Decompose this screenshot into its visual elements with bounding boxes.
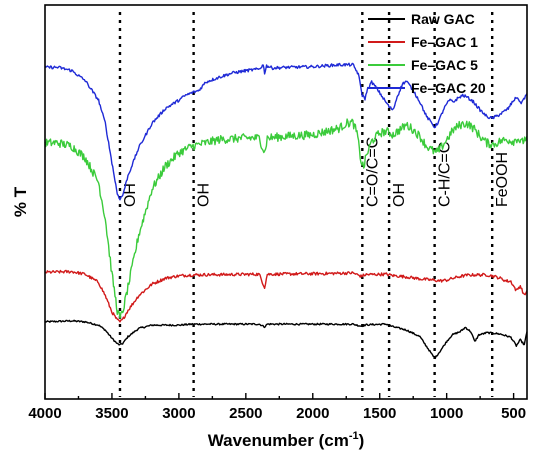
reference-label: C=O/C=C <box>364 137 381 207</box>
x-axis-title: Wavenumber (cm-1) <box>208 430 365 450</box>
legend: Raw GAC Fe–GAC 1 Fe–GAC 5 Fe–GAC 20 <box>368 11 486 96</box>
x-tick-label: 3500 <box>95 405 128 422</box>
legend-label: Fe–GAC 5 <box>411 57 478 73</box>
x-tick-label: 4000 <box>28 405 61 422</box>
reference-label: OH <box>122 183 139 207</box>
x-tick-label: 2500 <box>229 405 262 422</box>
x-tick-label: 500 <box>501 405 526 422</box>
reference-label: OH <box>391 183 408 207</box>
reference-lines: OH OH C=O/C=C OH C-H/C=C FeOOH <box>118 12 511 397</box>
legend-label: Fe–GAC 1 <box>411 34 478 50</box>
legend-label: Raw GAC <box>411 11 475 27</box>
x-tick-label: 2000 <box>296 405 329 422</box>
reference-label: C-H/C=C <box>437 142 454 207</box>
plot-frame <box>44 4 528 400</box>
series-line <box>44 118 528 319</box>
x-axis-ticks: 4000 3500 3000 2500 2000 1500 1000 500 <box>28 393 526 422</box>
series-layer <box>44 62 528 360</box>
reference-label: FeOOH <box>494 152 511 207</box>
reference-label: OH <box>196 183 213 207</box>
series-line <box>44 62 528 201</box>
legend-label: Fe–GAC 20 <box>411 80 486 96</box>
y-axis-title: % T <box>11 186 30 217</box>
series-line <box>44 269 528 323</box>
series-line <box>44 319 528 360</box>
x-tick-label: 3000 <box>162 405 195 422</box>
x-tick-label: 1000 <box>430 405 463 422</box>
x-tick-label: 1500 <box>363 405 396 422</box>
